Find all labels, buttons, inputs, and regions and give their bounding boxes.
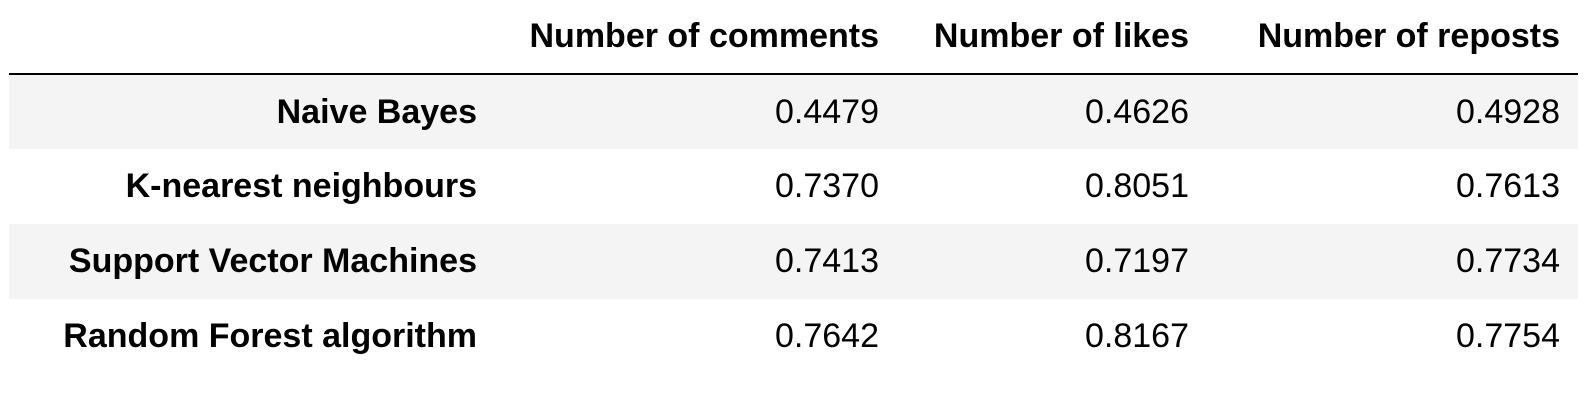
cell-reposts: 0.7734 <box>1207 224 1578 299</box>
cell-comments: 0.7413 <box>487 224 897 299</box>
table-row: Support Vector Machines 0.7413 0.7197 0.… <box>9 224 1578 299</box>
cell-likes: 0.8167 <box>897 299 1207 374</box>
table-row: Naive Bayes 0.4479 0.4626 0.4928 <box>9 74 1578 149</box>
table-row: K-nearest neighbours 0.7370 0.8051 0.761… <box>9 149 1578 224</box>
cell-reposts: 0.4928 <box>1207 74 1578 149</box>
row-label: Naive Bayes <box>9 74 487 149</box>
cell-comments: 0.4479 <box>487 74 897 149</box>
row-label: Support Vector Machines <box>9 224 487 299</box>
column-header-likes: Number of likes <box>897 0 1207 75</box>
cell-reposts: 0.7754 <box>1207 299 1578 374</box>
cell-likes: 0.4626 <box>897 74 1207 149</box>
cell-likes: 0.8051 <box>897 149 1207 224</box>
table-row: Random Forest algorithm 0.7642 0.8167 0.… <box>9 299 1578 374</box>
column-header-comments: Number of comments <box>487 0 897 75</box>
cell-likes: 0.7197 <box>897 224 1207 299</box>
header-row: Number of comments Number of likes Numbe… <box>9 0 1578 75</box>
column-header-reposts: Number of reposts <box>1207 0 1578 75</box>
index-header <box>9 0 487 75</box>
cell-comments: 0.7370 <box>487 149 897 224</box>
cell-reposts: 0.7613 <box>1207 149 1578 224</box>
results-table: Number of comments Number of likes Numbe… <box>9 0 1578 374</box>
cell-comments: 0.7642 <box>487 299 897 374</box>
row-label: Random Forest algorithm <box>9 299 487 374</box>
row-label: K-nearest neighbours <box>9 149 487 224</box>
